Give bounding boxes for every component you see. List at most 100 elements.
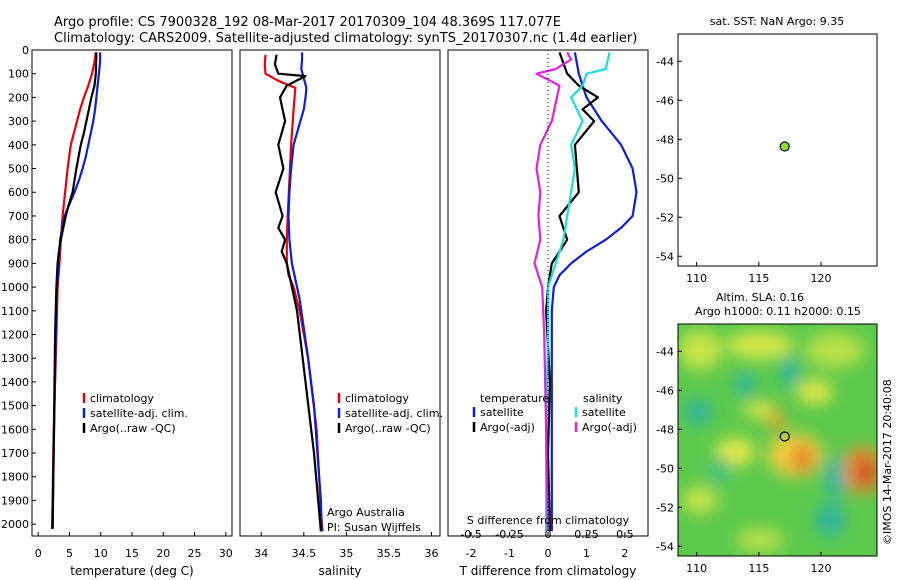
sst-map-ytick-label: -44 xyxy=(656,55,674,68)
depth-tick-label: 1800 xyxy=(1,471,29,484)
difference-xtick2-label: -0.25 xyxy=(495,528,523,541)
difference-legend-label: satellite xyxy=(582,406,626,419)
temperature-xtick-label: 30 xyxy=(219,547,233,560)
temperature-legend-label: climatology xyxy=(90,392,154,405)
sla-map-xtick-label: 115 xyxy=(748,562,769,575)
temperature-xtick-label: 5 xyxy=(66,547,73,560)
difference-xtick2-label: 0.5 xyxy=(616,528,634,541)
temperature-xtick-label: 20 xyxy=(156,547,170,560)
difference-xtick2-label: -0.5 xyxy=(460,528,481,541)
imos-credit: ©IMOS 14-Mar-2017 20:40:08 xyxy=(881,379,894,545)
sla-map-frame xyxy=(677,323,878,557)
salinity-panel-frame xyxy=(239,49,441,537)
difference-series-2 xyxy=(544,52,611,532)
salinity-xtick-label: 35.5 xyxy=(377,547,402,560)
sst-map-title: sat. SST: NaN Argo: 9.35 xyxy=(710,15,844,28)
salinity-legend-label: Argo(..raw -QC) xyxy=(345,422,431,435)
temperature-legend-label: Argo(..raw -QC) xyxy=(90,422,176,435)
difference-xlabel2: S difference from climatology xyxy=(467,514,630,527)
depth-tick-label: 800 xyxy=(8,234,29,247)
salinity-legend-label: satellite-adj. clim. xyxy=(345,407,443,420)
temperature-xtick-label: 15 xyxy=(125,547,139,560)
difference-xtick2-label: 0 xyxy=(545,528,552,541)
temperature-legend-label: satellite-adj. clim. xyxy=(90,407,188,420)
salinity-xtick-label: 35 xyxy=(339,547,353,560)
depth-tick-label: 2000 xyxy=(1,518,29,531)
difference-series-3 xyxy=(533,51,573,532)
temperature-panel-frame xyxy=(31,49,233,537)
difference-series-0 xyxy=(550,52,638,532)
sla-map-xtick-label: 110 xyxy=(686,562,707,575)
sla-map-title: Altim. SLA: 0.16 xyxy=(716,291,804,304)
salinity-series-2 xyxy=(273,54,322,532)
depth-tick-label: 0 xyxy=(22,44,29,57)
header-line1: Argo profile: CS 7900328_192 08-Mar-2017… xyxy=(54,15,561,30)
header-line2: Climatology: CARS2009. Satellite-adjuste… xyxy=(54,31,637,46)
depth-tick-label: 400 xyxy=(8,139,29,152)
depth-tick-label: 1400 xyxy=(1,376,29,389)
difference-xtick-label: -2 xyxy=(466,547,477,560)
salinity-legend-label: climatology xyxy=(345,392,409,405)
salinity-annotation-institution: Argo Australia xyxy=(327,506,405,519)
difference-legend-label: satellite xyxy=(480,406,524,419)
sla-map-ytick-label: -48 xyxy=(656,423,674,436)
difference-xtick-label: -1 xyxy=(504,547,515,560)
depth-tick-label: 300 xyxy=(8,115,29,128)
sla-map-ytick-label: -50 xyxy=(656,462,674,475)
sla-map-float-position xyxy=(779,431,790,442)
depth-tick-label: 100 xyxy=(8,68,29,81)
sst-map-ytick-label: -46 xyxy=(656,94,674,107)
salinity-xlabel: salinity xyxy=(318,564,361,578)
difference-xtick-label: 2 xyxy=(621,547,628,560)
depth-tick-label: 700 xyxy=(8,210,29,223)
temperature-xtick-label: 10 xyxy=(94,547,108,560)
temperature-series-0 xyxy=(50,52,97,529)
depth-tick-label: 600 xyxy=(8,186,29,199)
sla-heatmap xyxy=(678,324,877,556)
salinity-annotation-pi: PI: Susan Wijffels xyxy=(327,521,421,534)
depth-tick-label: 500 xyxy=(8,163,29,176)
depth-tick-label: 1300 xyxy=(1,352,29,365)
difference-legend-label: Argo(-adj) xyxy=(480,421,535,434)
difference-xtick-label: 0 xyxy=(545,547,552,560)
salinity-xtick-label: 36 xyxy=(424,547,438,560)
depth-tick-label: 1200 xyxy=(1,328,29,341)
depth-tick-label: 1500 xyxy=(1,400,29,413)
sst-map-ytick-label: -54 xyxy=(656,250,674,263)
difference-xlabel: T difference from climatology xyxy=(459,564,637,578)
sla-map-xtick-label: 120 xyxy=(811,562,832,575)
depth-tick-label: 1600 xyxy=(1,423,29,436)
sla-map-ytick-label: -52 xyxy=(656,501,674,514)
sla-map-ytick-label: -54 xyxy=(656,540,674,553)
sst-map-float-position xyxy=(779,141,790,152)
depth-tick-label: 1100 xyxy=(1,305,29,318)
sla-map-subtitle: Argo h1000: 0.11 h2000: 0.15 xyxy=(695,305,861,318)
sst-map-ytick-label: -52 xyxy=(656,211,674,224)
temperature-xtick-label: 25 xyxy=(188,547,202,560)
sst-map-xtick-label: 115 xyxy=(748,272,769,285)
salinity-xtick-label: 34.5 xyxy=(292,547,317,560)
sst-map-ytick-label: -48 xyxy=(656,133,674,146)
difference-xtick2-label: 0.25 xyxy=(574,528,599,541)
sla-map-ytick-label: -46 xyxy=(656,384,674,397)
temperature-xtick-label: 0 xyxy=(35,547,42,560)
depth-tick-label: 900 xyxy=(8,257,29,270)
depth-tick-label: 200 xyxy=(8,91,29,104)
temperature-series-2 xyxy=(51,52,98,529)
sst-map-ytick-label: -50 xyxy=(656,172,674,185)
sst-map-xtick-label: 110 xyxy=(686,272,707,285)
sst-map-frame xyxy=(677,33,878,267)
salinity-xtick-label: 34 xyxy=(254,547,268,560)
difference-legend-label: Argo(-adj) xyxy=(582,421,637,434)
difference-legend-salinity-title: salinity xyxy=(583,392,623,405)
depth-tick-label: 1900 xyxy=(1,494,29,507)
temperature-xlabel: temperature (deg C) xyxy=(70,564,193,578)
depth-tick-label: 1700 xyxy=(1,447,29,460)
depth-tick-label: 1000 xyxy=(1,281,29,294)
sst-map-xtick-label: 120 xyxy=(811,272,832,285)
difference-xtick-label: 1 xyxy=(583,547,590,560)
difference-legend-temperature-title: temperature xyxy=(480,392,549,405)
salinity-series-1 xyxy=(287,52,323,532)
sla-map-ytick-label: -44 xyxy=(656,345,674,358)
